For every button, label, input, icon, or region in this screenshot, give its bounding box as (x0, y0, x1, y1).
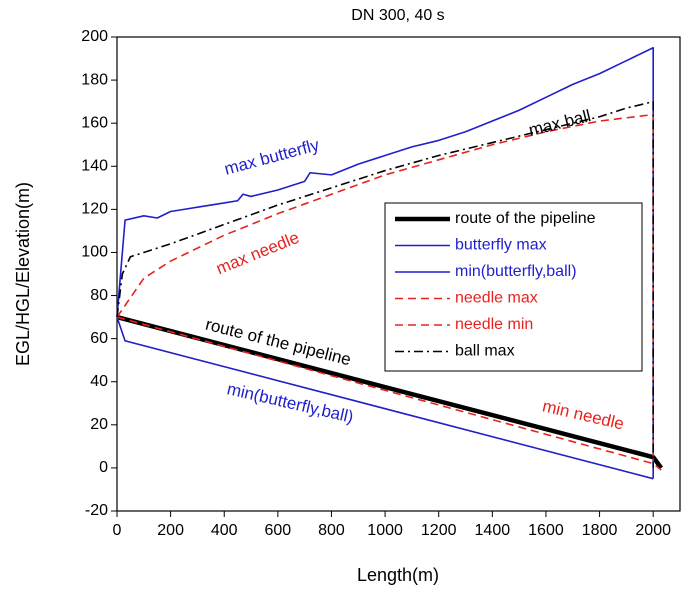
annotation: max butterfly (222, 135, 321, 179)
legend-label: needle max (455, 290, 538, 307)
y-tick-label: 80 (90, 287, 108, 304)
x-tick-label: 1200 (421, 522, 457, 539)
y-tick-label: 180 (81, 71, 108, 88)
annotation: min needle (541, 396, 626, 433)
legend-label: route of the pipeline (455, 210, 596, 227)
series-line (116, 46, 654, 479)
y-tick-label: -20 (85, 502, 108, 519)
legend-box (384, 202, 643, 372)
y-tick-label: 0 (99, 459, 108, 476)
series-line (116, 316, 654, 480)
y-tick-label: 20 (90, 416, 108, 433)
x-axis-label: Length(m) (357, 565, 439, 585)
y-tick-label: 120 (81, 201, 108, 218)
series-line (116, 316, 662, 471)
legend-label: ball max (455, 343, 515, 360)
plot-frame (116, 36, 681, 512)
series-line (116, 113, 654, 464)
x-tick-label: 1000 (367, 522, 403, 539)
annotation: max ball (527, 106, 593, 140)
y-axis-label: EGL/HGL/Elevation(m) (13, 182, 33, 366)
legend-label: needle min (455, 316, 533, 333)
x-tick-label: 400 (211, 522, 238, 539)
y-tick-label: 160 (81, 114, 108, 131)
annotation: max needle (213, 228, 302, 279)
x-tick-label: 1400 (475, 522, 511, 539)
legend-label: butterfly max (455, 237, 547, 254)
x-tick-label: 1800 (582, 522, 618, 539)
x-tick-label: 0 (113, 522, 122, 539)
x-tick-label: 2000 (635, 522, 671, 539)
x-tick-label: 200 (157, 522, 184, 539)
legend-label: min(butterfly,ball) (455, 263, 577, 280)
x-tick-label: 1600 (528, 522, 564, 539)
y-tick-label: 40 (90, 373, 108, 390)
series-line (116, 100, 654, 468)
y-tick-label: 60 (90, 330, 108, 347)
annotation: min(butterfly,ball) (225, 379, 355, 427)
y-tick-label: 100 (81, 244, 108, 261)
y-tick-label: 200 (81, 28, 108, 45)
chart-title: DN 300, 40 s (351, 7, 444, 24)
y-tick-label: 140 (81, 157, 108, 174)
x-tick-label: 800 (318, 522, 345, 539)
x-tick-label: 600 (265, 522, 292, 539)
